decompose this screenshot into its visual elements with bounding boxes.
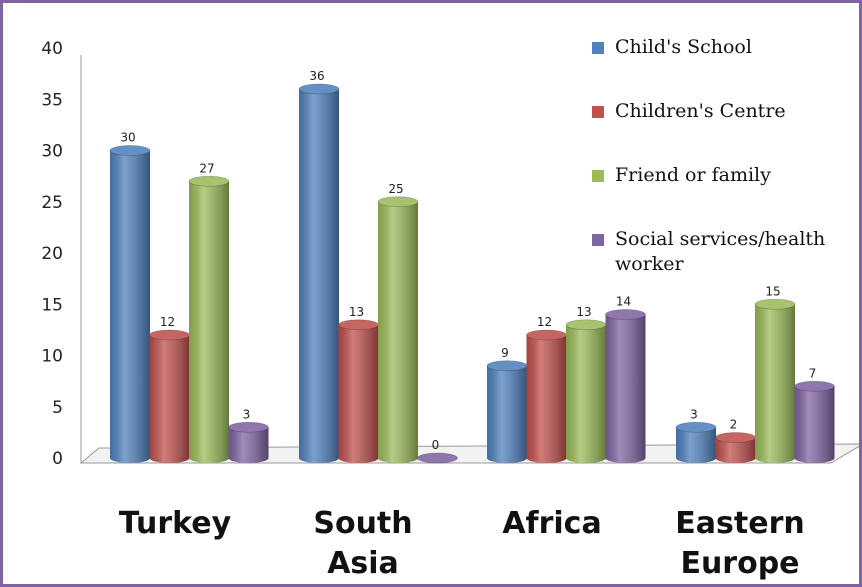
y-tick-label: 25: [41, 193, 63, 213]
bar: [794, 380, 835, 463]
y-tick-label: 30: [41, 142, 63, 162]
y-tick-label: 15: [41, 295, 63, 315]
data-label: 36: [309, 69, 324, 83]
bar: [754, 298, 796, 463]
bar: [486, 360, 528, 463]
data-label: 2: [730, 418, 738, 432]
bar: [675, 421, 717, 463]
legend-item: Child's School: [592, 36, 752, 58]
y-tick-label: 10: [41, 347, 63, 367]
data-label: 12: [160, 315, 175, 329]
data-label: 15: [765, 284, 780, 298]
legend-label: Social services/health worker: [615, 228, 825, 275]
bar: [109, 145, 151, 463]
bar: [188, 175, 230, 463]
data-label: 14: [616, 295, 631, 309]
category-label: Eastern Europe: [675, 506, 804, 581]
category-label: Turkey: [119, 506, 232, 541]
y-tick-label: 0: [52, 449, 63, 469]
data-label: 27: [199, 161, 214, 175]
legend-swatch: [592, 42, 604, 54]
data-label: 7: [809, 366, 817, 380]
data-label: 3: [690, 407, 698, 421]
bar: [417, 452, 458, 464]
legend-label: Children's Centre: [615, 100, 786, 122]
legend-item: Social services/health worker: [592, 228, 825, 275]
legend-item: Children's Centre: [592, 100, 786, 122]
data-label: 12: [537, 315, 552, 329]
bar: [526, 329, 567, 463]
bar: [715, 432, 756, 463]
legend-swatch: [592, 170, 604, 182]
bar: [298, 83, 340, 463]
bar: [605, 309, 646, 463]
category-label: South Asia: [313, 506, 412, 581]
y-tick-label: 5: [52, 398, 63, 418]
category-label: Africa: [502, 506, 601, 541]
legend-item: Friend or family: [592, 164, 771, 186]
data-label: 13: [349, 305, 364, 319]
data-label: 13: [576, 305, 591, 319]
chart-floor: [79, 443, 859, 464]
data-label: 9: [501, 346, 509, 360]
data-label: 0: [432, 438, 440, 452]
y-tick-label: 40: [41, 39, 63, 59]
legend-swatch: [592, 234, 604, 246]
bar: [338, 319, 379, 463]
bar: [228, 421, 269, 463]
bar: [565, 319, 607, 463]
data-label: 30: [120, 131, 135, 145]
legend-swatch: [592, 106, 604, 118]
data-label: 25: [388, 182, 403, 196]
legend-label: Child's School: [615, 36, 752, 58]
legend-label: Friend or family: [615, 164, 771, 186]
bar: [149, 329, 190, 463]
y-tick-label: 20: [41, 244, 63, 264]
bar: [377, 196, 419, 463]
y-tick-label: 35: [41, 90, 63, 110]
data-label: 3: [243, 407, 251, 421]
